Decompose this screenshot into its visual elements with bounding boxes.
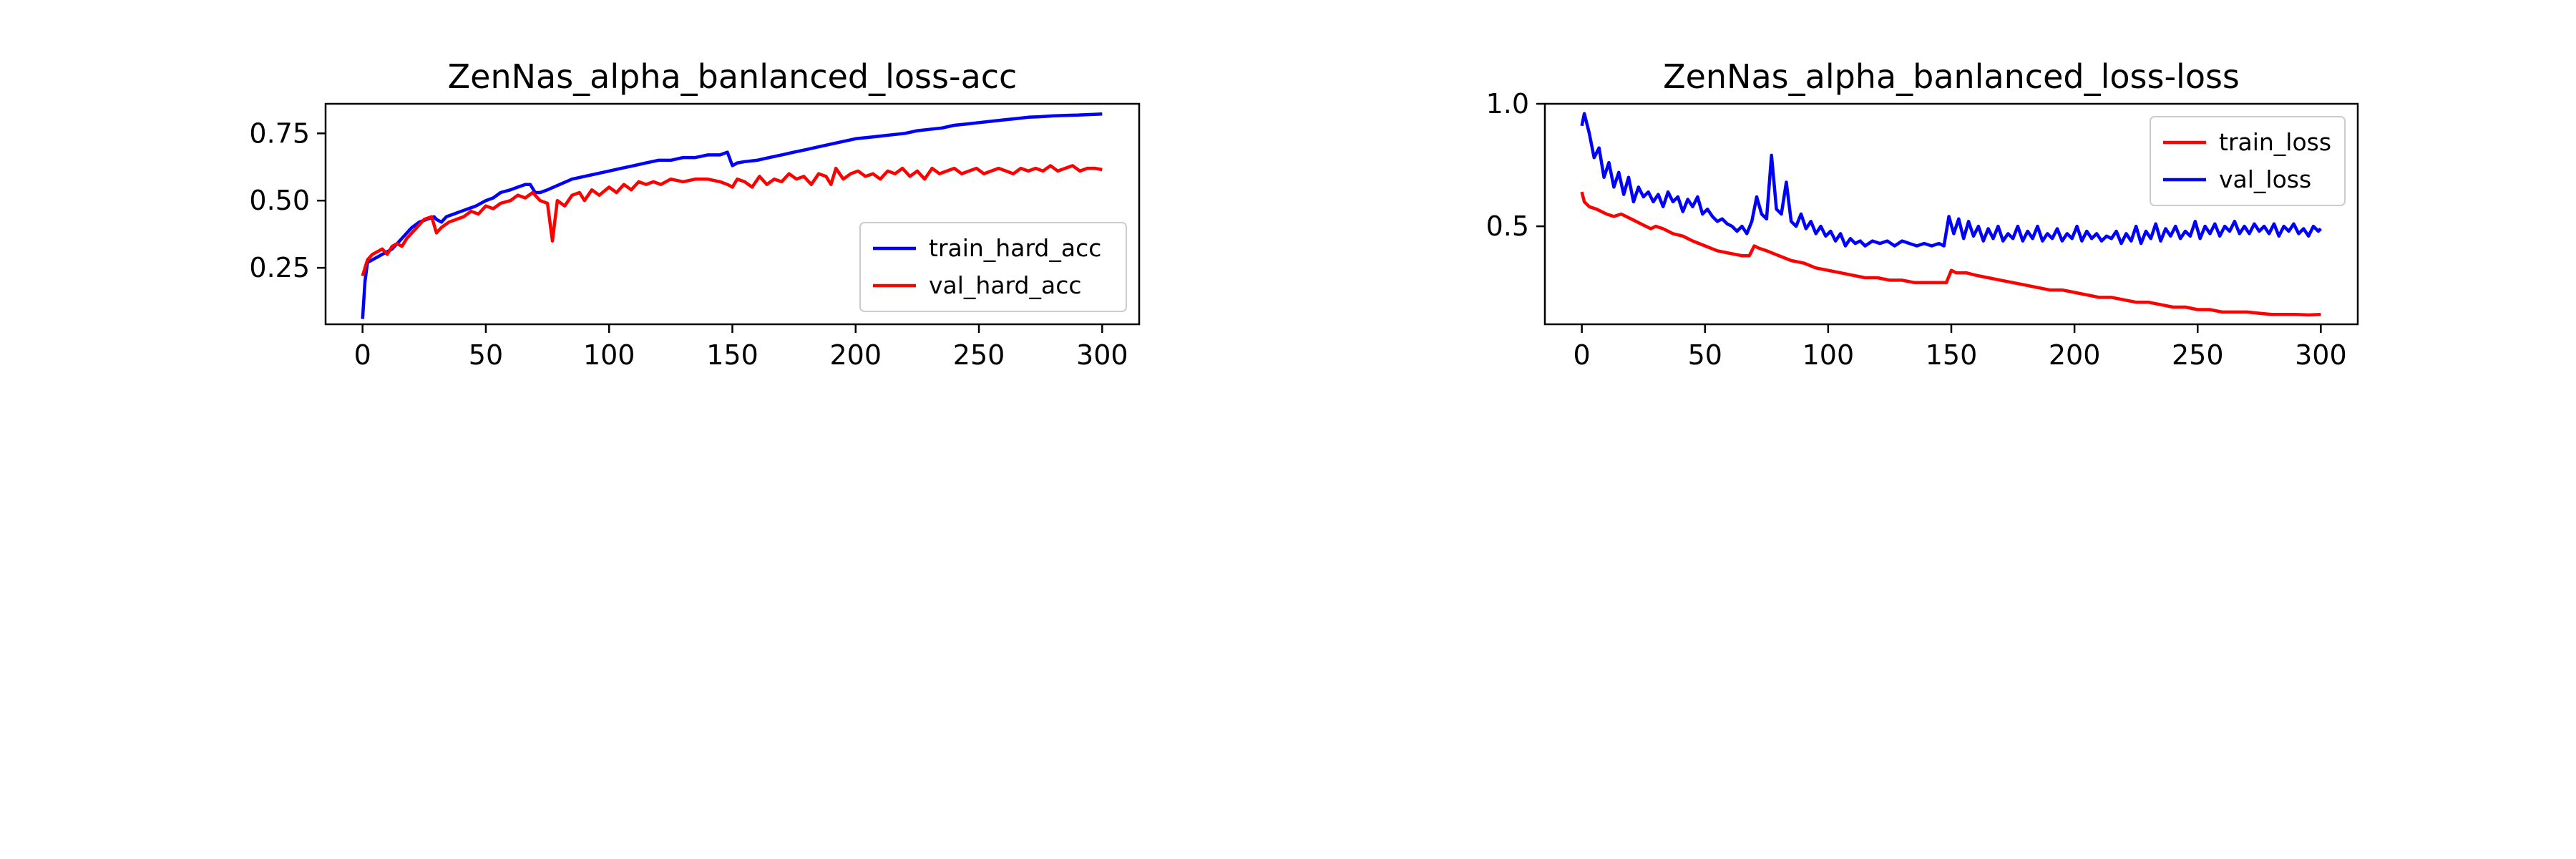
legend-label: train_hard_acc	[929, 234, 1101, 262]
x-tick-label: 300	[2295, 339, 2347, 371]
x-tick-label: 50	[469, 339, 503, 371]
legend: train_hard_acc val_hard_acc	[859, 222, 1127, 312]
x-tick-label: 50	[1688, 339, 1722, 371]
x-tick-label: 0	[354, 339, 371, 371]
legend-label: train_loss	[2219, 128, 2331, 156]
x-tick-label: 150	[706, 339, 758, 371]
x-tick-label: 0	[1574, 339, 1591, 371]
y-tick-label: 1.0	[1486, 88, 1529, 120]
y-tick-label: 0.25	[249, 252, 310, 283]
series-line-train-loss	[1580, 191, 2321, 317]
series-line-val-hard-acc	[361, 164, 1103, 277]
y-tick-label: 0.5	[1486, 210, 1529, 242]
series-line-val-loss	[1580, 112, 2322, 248]
legend: train_loss val_loss	[2150, 116, 2346, 206]
x-tick-label: 250	[953, 339, 1005, 371]
legend-box	[2150, 116, 2346, 206]
legend-label: val_loss	[2219, 165, 2311, 193]
x-tick-label: 300	[1076, 339, 1128, 371]
x-tick-label: 200	[2049, 339, 2101, 371]
y-tick-label: 0.50	[249, 185, 310, 216]
chart-title: ZenNas_alpha_banlanced_loss-acc	[448, 57, 1018, 96]
x-tick-label: 150	[1926, 339, 1978, 371]
x-tick-label: 200	[830, 339, 882, 371]
legend-box	[859, 222, 1127, 312]
chart-1: ZenNas_alpha_banlanced_loss-acc 0 50 100 150…	[249, 57, 1141, 371]
x-tick-label: 100	[1802, 339, 1855, 371]
chart-title: ZenNas_alpha_banlanced_loss-loss	[1663, 57, 2240, 96]
series-line-train-hard-acc	[361, 112, 1103, 319]
x-tick-label: 250	[2172, 339, 2224, 371]
y-tick-label: 0.75	[249, 117, 310, 149]
legend-label: val_hard_acc	[929, 271, 1082, 299]
chart-2: ZenNas_alpha_banlanced_loss-loss 0 50 100 15…	[1486, 57, 2359, 371]
x-tick-label: 100	[583, 339, 635, 371]
